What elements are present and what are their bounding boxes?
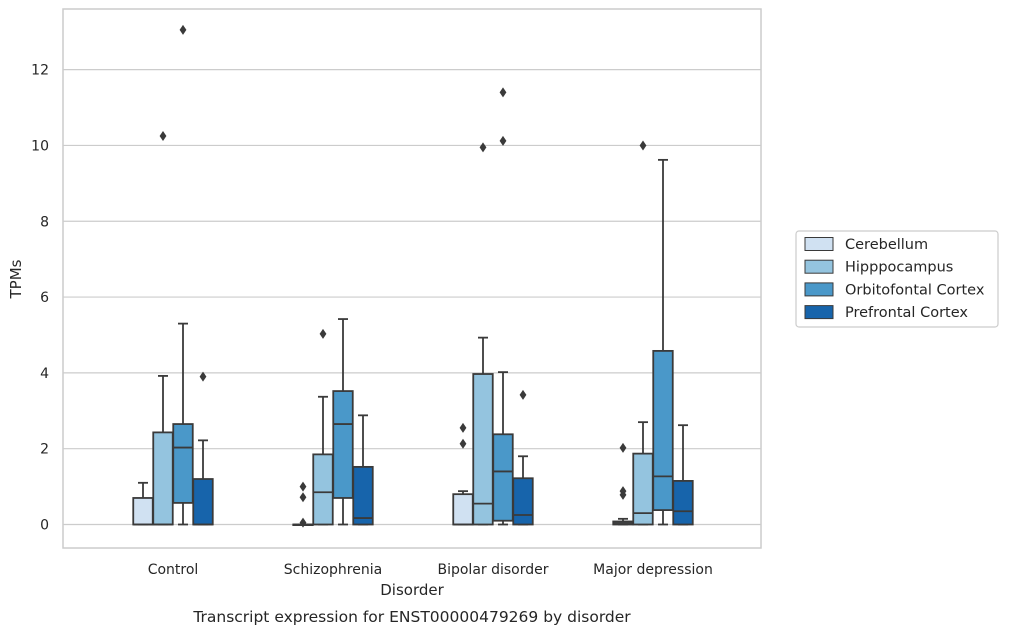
outlier-point xyxy=(619,442,627,453)
legend-label: Orbitofontal Cortex xyxy=(845,282,985,298)
legend-frame xyxy=(795,230,999,328)
y-tick-label: 4 xyxy=(40,366,49,382)
box-plot xyxy=(152,130,174,526)
plot-frame xyxy=(62,8,762,549)
outlier-point xyxy=(459,422,467,433)
box xyxy=(512,477,534,526)
y-axis-label: TPMs xyxy=(7,259,25,299)
legend: Cerebellum Hipppocampus Orbitofontal Corte… xyxy=(795,230,999,328)
box-plot xyxy=(452,422,474,526)
box xyxy=(132,497,154,526)
y-tick-label: 6 xyxy=(40,290,49,306)
y-tick-label: 12 xyxy=(31,63,49,79)
figure-caption: Transcript expression for ENST0000047926… xyxy=(192,608,631,626)
box xyxy=(492,433,514,522)
x-tick-label: Control xyxy=(148,562,199,578)
box xyxy=(172,423,194,504)
box xyxy=(652,349,674,511)
outlier-point xyxy=(319,328,327,339)
box-plot xyxy=(472,142,494,526)
box-plot xyxy=(612,442,634,526)
box xyxy=(312,453,334,526)
outlier-point xyxy=(519,389,527,400)
box-plot xyxy=(332,318,354,526)
legend-swatch xyxy=(804,282,834,297)
x-tick-label: Bipolar disorder xyxy=(437,562,548,578)
legend-label: Hipppocampus xyxy=(845,260,953,276)
box xyxy=(352,465,374,526)
y-tick-label: 8 xyxy=(40,214,49,230)
box xyxy=(672,480,694,526)
outlier-point xyxy=(299,517,307,528)
outlier-point xyxy=(299,492,307,503)
box-plot xyxy=(132,481,154,526)
box-plots xyxy=(132,24,694,528)
legend-swatch xyxy=(804,237,834,251)
legend-label: Prefrontal Cortex xyxy=(845,305,968,321)
box-plot xyxy=(652,158,674,526)
box-plot xyxy=(632,140,654,526)
box-plot xyxy=(492,87,514,526)
outlier-point xyxy=(459,438,467,449)
outlier-point xyxy=(499,135,507,146)
outlier-point xyxy=(619,486,627,497)
legend-swatch xyxy=(804,259,834,274)
box-plot xyxy=(352,414,374,526)
outlier-point xyxy=(179,24,187,35)
outlier-point xyxy=(199,371,207,382)
y-tick-label: 0 xyxy=(40,517,49,533)
outlier-point xyxy=(159,130,167,141)
y-axis-ticks: 0 2 4 6 8 10 12 xyxy=(31,63,49,534)
box xyxy=(152,431,174,526)
box xyxy=(472,373,494,526)
x-tick-label: Schizophrenia xyxy=(284,562,382,578)
box xyxy=(452,493,474,526)
box-plot xyxy=(672,424,694,526)
box-plot xyxy=(512,389,534,526)
box-plot xyxy=(192,371,214,526)
box xyxy=(332,390,354,499)
legend-swatch xyxy=(804,305,834,320)
outlier-point xyxy=(299,481,307,492)
y-tick-label: 10 xyxy=(31,138,49,154)
outlier-point xyxy=(479,142,487,153)
y-tick-label: 2 xyxy=(40,442,49,458)
x-tick-label: Major depression xyxy=(593,562,713,578)
legend-label: Cerebellum xyxy=(845,237,928,253)
box-plot xyxy=(172,24,194,526)
outlier-point xyxy=(639,140,647,151)
box-plot xyxy=(312,328,334,526)
box xyxy=(192,478,214,526)
x-axis-label: Disorder xyxy=(380,581,444,599)
x-axis-ticks: Control Schizophrenia Bipolar disorder Majo… xyxy=(148,562,713,578)
box-plot xyxy=(292,481,314,528)
outlier-point xyxy=(499,87,507,98)
